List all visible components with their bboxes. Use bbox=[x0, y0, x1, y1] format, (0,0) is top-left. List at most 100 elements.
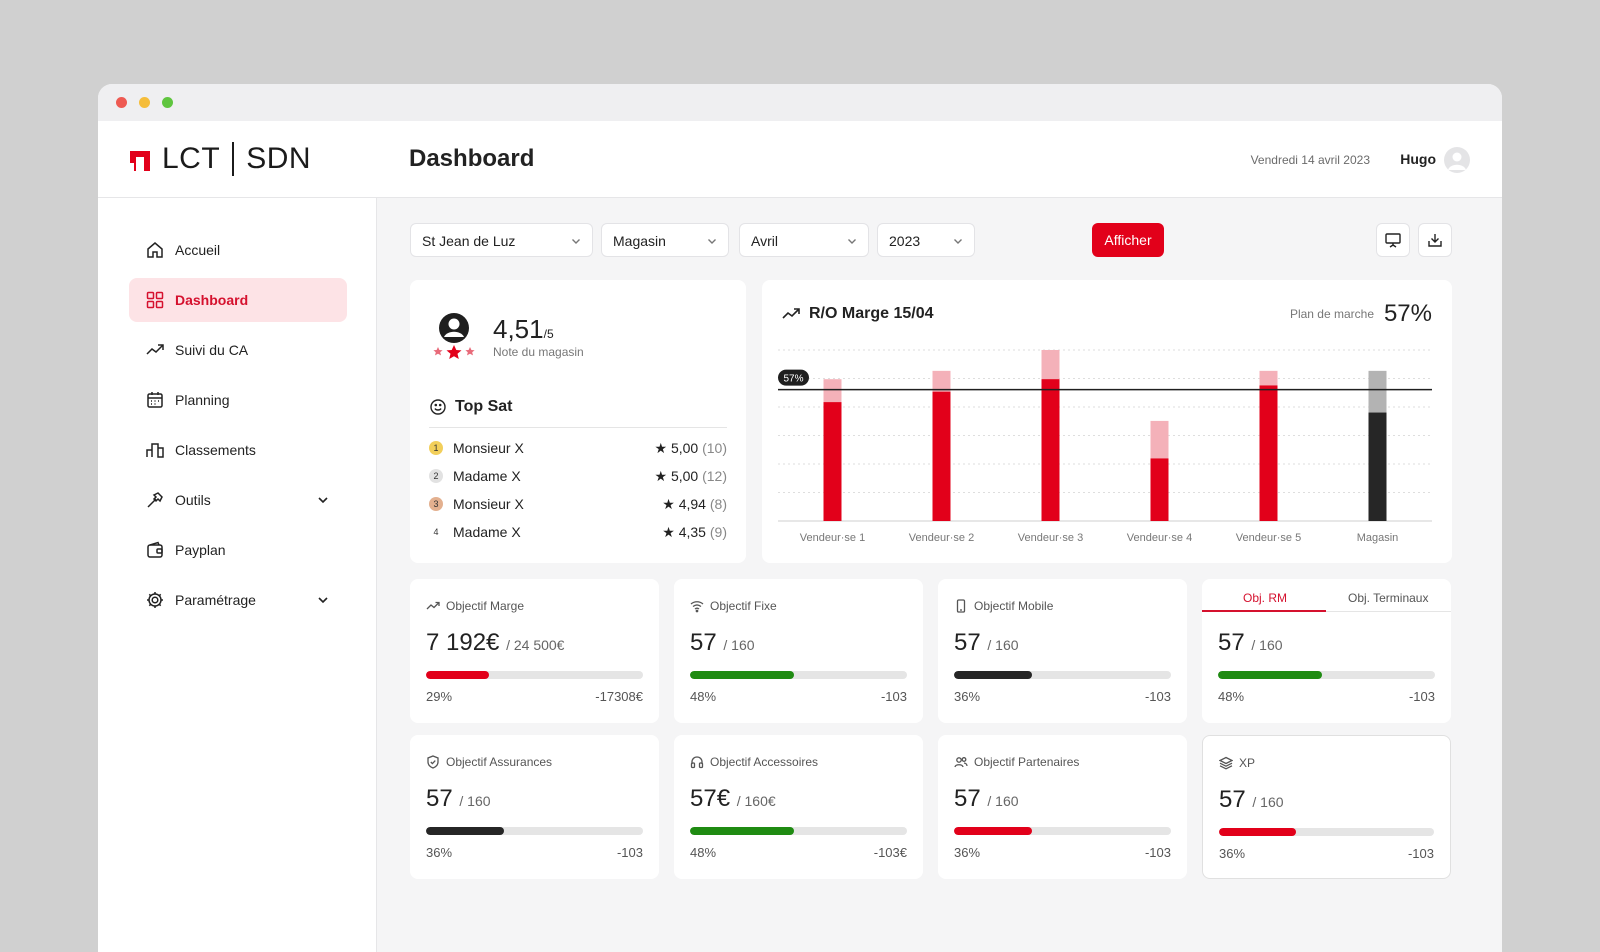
kpi-card-accessoires[interactable]: Objectif Accessoires 57€ / 160€ 48% -103… bbox=[674, 735, 923, 879]
kpi-value: 57 / 160 bbox=[954, 785, 1019, 812]
seller-score: ★ 4,94 (8) bbox=[662, 495, 727, 512]
kpi-card-xp[interactable]: XP 57 / 160 36% -103 bbox=[1202, 735, 1451, 879]
kpi-remaining: -17308€ bbox=[595, 689, 643, 704]
plan-label: Plan de marche bbox=[1289, 307, 1374, 321]
kpi-card-fixe[interactable]: Objectif Fixe 57 / 160 48% -103 bbox=[674, 579, 923, 723]
minimize-window-button[interactable] bbox=[139, 97, 150, 108]
target-label: 57% bbox=[783, 374, 803, 385]
active-tab-indicator bbox=[1202, 610, 1326, 612]
kpi-card-partenaires[interactable]: Objectif Partenaires 57 / 160 36% -103 bbox=[938, 735, 1187, 879]
avatar[interactable] bbox=[1444, 147, 1470, 173]
browser-window: LCT SDN Dashboard Vendredi 14 avril 2023… bbox=[98, 84, 1502, 952]
kpi-card-assurances[interactable]: Objectif Assurances 57 / 160 36% -103 bbox=[410, 735, 659, 879]
hammer-icon bbox=[147, 492, 163, 508]
sidebar-item-outils[interactable]: Outils bbox=[129, 478, 347, 522]
kpi-progress-fill bbox=[954, 827, 1033, 835]
kpi-value: 57 / 160 bbox=[1218, 629, 1283, 656]
kpi-title: Objectif Accessoires bbox=[690, 755, 818, 769]
sidebar-item-classements[interactable]: Classements bbox=[129, 428, 347, 472]
sidebar-item-accueil[interactable]: Accueil bbox=[129, 228, 347, 272]
kpi-progress-bar bbox=[690, 827, 907, 835]
main-content: St Jean de Luz Magasin Avril 2023 Affich… bbox=[378, 198, 1502, 952]
logo[interactable]: LCT SDN bbox=[128, 141, 311, 177]
month-select-value: Avril bbox=[751, 233, 778, 249]
kpi-title: Objectif Partenaires bbox=[954, 755, 1079, 769]
kpi-remaining: -103 bbox=[1144, 689, 1171, 704]
store-rating-card: 4,51/5 Note du magasin Top Sat 1 Monsieu… bbox=[410, 280, 746, 563]
store-rating-value: 4,51/5 bbox=[493, 314, 554, 344]
store-select[interactable]: St Jean de Luz bbox=[410, 223, 593, 257]
list-item[interactable]: 4 Madame X ★ 4,35 (9) bbox=[429, 522, 727, 542]
kpi-percent: 48% bbox=[690, 689, 717, 704]
marge-chart-card: R/O Marge 15/04 Plan de marche 57% Vende… bbox=[762, 280, 1452, 563]
kpi-card-rm-terminaux[interactable]: Obj. RM Obj. Terminaux 57 / 160 48% -103 bbox=[1202, 579, 1451, 723]
close-window-button[interactable] bbox=[116, 97, 127, 108]
smile-icon bbox=[430, 399, 446, 415]
sidebar-item-label: Dashboard bbox=[175, 292, 249, 308]
kpi-progress-fill bbox=[954, 671, 1033, 679]
tab-obj-terminaux[interactable]: Obj. Terminaux bbox=[1348, 591, 1429, 605]
sidebar-item-parametrage[interactable]: Paramétrage bbox=[129, 578, 347, 622]
download-icon bbox=[1428, 234, 1442, 247]
kpi-value: 57€ / 160€ bbox=[690, 785, 776, 812]
chevron-down-icon bbox=[572, 239, 580, 244]
kpi-progress-fill bbox=[1218, 671, 1323, 679]
download-button[interactable] bbox=[1418, 223, 1452, 257]
kpi-card-mobile[interactable]: Objectif Mobile 57 / 160 36% -103 bbox=[938, 579, 1187, 723]
seller-name: Madame X bbox=[453, 468, 521, 484]
sidebar-item-label: Accueil bbox=[175, 242, 221, 258]
list-item[interactable]: 3 Monsieur X ★ 4,94 (8) bbox=[429, 494, 727, 514]
kpi-title: Objectif Fixe bbox=[690, 599, 777, 613]
window-titlebar bbox=[98, 84, 1502, 121]
kpi-title: Objectif Mobile bbox=[954, 599, 1053, 613]
presentation-button[interactable] bbox=[1376, 223, 1410, 257]
sidebar-item-label: Payplan bbox=[175, 542, 226, 558]
page-title: Dashboard bbox=[409, 145, 535, 172]
sidebar-item-label: Paramétrage bbox=[175, 592, 256, 608]
store-select-value: St Jean de Luz bbox=[422, 233, 516, 249]
rank-badge: 3 bbox=[429, 497, 443, 511]
scope-select[interactable]: Magasin bbox=[601, 223, 729, 257]
user-name[interactable]: Hugo bbox=[1400, 151, 1436, 167]
seller-score: ★ 4,35 (9) bbox=[662, 523, 727, 540]
kpi-card-marge[interactable]: Objectif Marge 7 192€ / 24 500€ 29% -173… bbox=[410, 579, 659, 723]
afficher-button[interactable]: Afficher bbox=[1092, 223, 1164, 257]
chevron-down-icon[interactable] bbox=[315, 492, 331, 508]
seller-name: Monsieur X bbox=[453, 440, 524, 456]
current-date: Vendredi 14 avril 2023 bbox=[1250, 153, 1370, 167]
trend-icon bbox=[146, 344, 164, 355]
chart-bar-actual bbox=[1368, 412, 1387, 521]
kpi-progress-bar bbox=[954, 671, 1171, 679]
chevron-down-icon bbox=[848, 239, 856, 244]
sidebar-item-planning[interactable]: Planning bbox=[129, 378, 347, 422]
chevron-down-icon[interactable] bbox=[315, 592, 331, 608]
kpi-percent: 36% bbox=[1219, 846, 1246, 861]
year-select[interactable]: 2023 bbox=[877, 223, 975, 257]
list-item[interactable]: 1 Monsieur X ★ 5,00 (10) bbox=[429, 438, 727, 458]
target-badge bbox=[778, 369, 809, 386]
year-select-value: 2023 bbox=[889, 233, 921, 249]
chart-tick-label: Vendeur·se 5 bbox=[1236, 532, 1301, 544]
maximize-window-button[interactable] bbox=[162, 97, 173, 108]
kpi-title: Objectif Marge bbox=[426, 599, 524, 613]
trend-icon bbox=[426, 601, 440, 610]
chart-title: R/O Marge 15/04 bbox=[781, 304, 934, 324]
top-header: LCT SDN Dashboard Vendredi 14 avril 2023… bbox=[98, 121, 1502, 198]
scope-select-value: Magasin bbox=[613, 233, 666, 249]
tab-obj-rm[interactable]: Obj. RM bbox=[1243, 591, 1288, 605]
chart-bar-actual bbox=[1041, 379, 1060, 521]
sidebar-item-label: Planning bbox=[175, 392, 230, 408]
kpi-progress-fill bbox=[1219, 828, 1297, 836]
home-icon bbox=[147, 242, 163, 258]
sidebar-item-dashboard[interactable]: Dashboard bbox=[129, 278, 347, 322]
seller-score: ★ 5,00 (10) bbox=[654, 439, 728, 456]
list-item[interactable]: 2 Madame X ★ 5,00 (12) bbox=[429, 466, 727, 486]
month-select[interactable]: Avril bbox=[739, 223, 869, 257]
kpi-progress-bar bbox=[426, 671, 643, 679]
sidebar-item-suivi-ca[interactable]: Suivi du CA bbox=[129, 328, 347, 372]
chart-tick-label: Vendeur·se 4 bbox=[1127, 532, 1192, 544]
phone-icon bbox=[956, 599, 966, 613]
kpi-progress-bar bbox=[1218, 671, 1435, 679]
kpi-value: 57 / 160 bbox=[426, 785, 491, 812]
sidebar-item-payplan[interactable]: Payplan bbox=[129, 528, 347, 572]
